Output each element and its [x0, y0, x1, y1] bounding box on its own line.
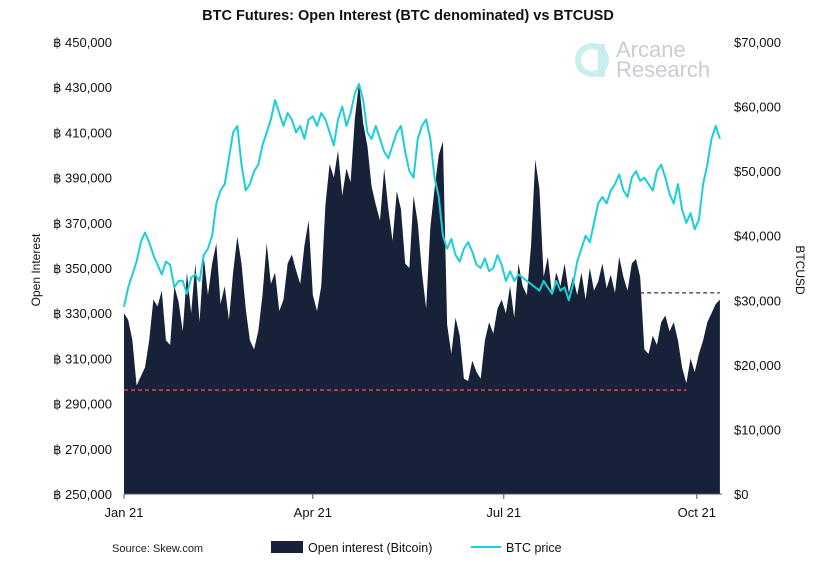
y-left-tick-label-1: ฿ 270,000 — [53, 442, 112, 457]
axes: Jan 21 Apr 21 Jul 21 Oct 21 ฿ 250,000 ฿ 270,0… — [53, 35, 781, 520]
legend-swatch-open-interest — [271, 541, 303, 553]
y-left-tick-label-6: ฿ 370,000 — [53, 216, 112, 231]
y-left-tick-label-4: ฿ 330,000 — [53, 306, 112, 321]
btc-price-line — [123, 82, 721, 307]
legend-label-open-interest: Open interest (Bitcoin) — [308, 541, 432, 555]
y-right-tick-label-4: $40,000 — [734, 229, 781, 244]
y-left-tick-label-2: ฿ 290,000 — [53, 397, 112, 412]
source-note: Source: Skew.com — [112, 543, 203, 555]
y-right-tick-label-0: $0 — [734, 487, 748, 502]
y-left-tick-label-5: ฿ 350,000 — [53, 261, 112, 276]
arcane-research-logo: Arcane Research — [575, 37, 710, 82]
y-left-tick-label-3: ฿ 310,000 — [53, 351, 112, 366]
open-interest-area — [124, 82, 720, 495]
x-tick-label-2: Jul 21 — [486, 505, 521, 520]
y-left-tick-label-7: ฿ 390,000 — [53, 171, 112, 186]
y-right-tick-label-3: $30,000 — [734, 293, 781, 308]
y-left-tick-label-0: ฿ 250,000 — [53, 487, 112, 502]
plot-area — [123, 82, 721, 495]
y-left-tick-label-8: ฿ 410,000 — [53, 125, 112, 140]
y-right-tick-label-6: $60,000 — [734, 100, 781, 115]
y-right-tick-label-2: $20,000 — [734, 358, 781, 373]
chart-title: BTC Futures: Open Interest (BTC denomina… — [202, 8, 614, 24]
legend-label-btc-price: BTC price — [506, 541, 562, 555]
watermark-line1: Arcane — [616, 37, 686, 62]
watermark-line2: Research — [616, 57, 710, 82]
x-tick-label-1: Apr 21 — [294, 505, 332, 520]
y-axis-right-label: BTCUSD — [793, 245, 807, 295]
y-right-tick-label-1: $10,000 — [734, 422, 781, 437]
legend: Open interest (Bitcoin) BTC price — [271, 541, 562, 555]
x-tick-label-0: Jan 21 — [104, 505, 143, 520]
y-right-tick-label-7: $70,000 — [734, 35, 781, 50]
arcane-logo-icon — [575, 43, 609, 77]
y-right-tick-label-5: $50,000 — [734, 164, 781, 179]
y-axis-left-label: Open Interest — [29, 233, 43, 306]
y-left-tick-label-9: ฿ 430,000 — [53, 80, 112, 95]
x-tick-label-3: Oct 21 — [678, 505, 716, 520]
y-left-tick-label-10: ฿ 450,000 — [53, 35, 112, 50]
